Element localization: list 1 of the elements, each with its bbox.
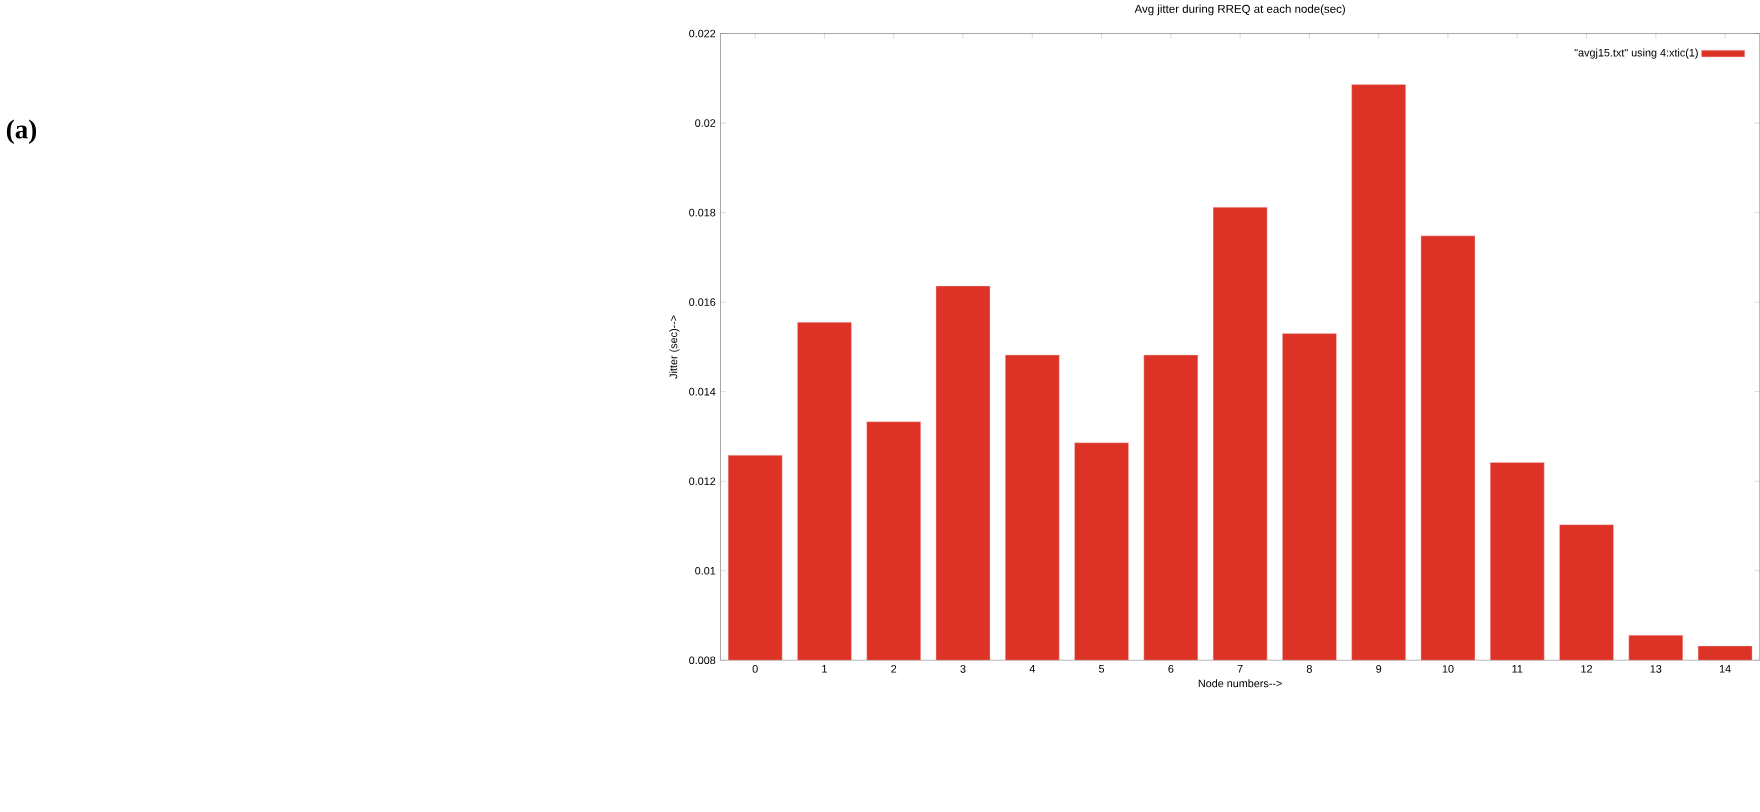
text: (a) <box>6 119 37 144</box>
